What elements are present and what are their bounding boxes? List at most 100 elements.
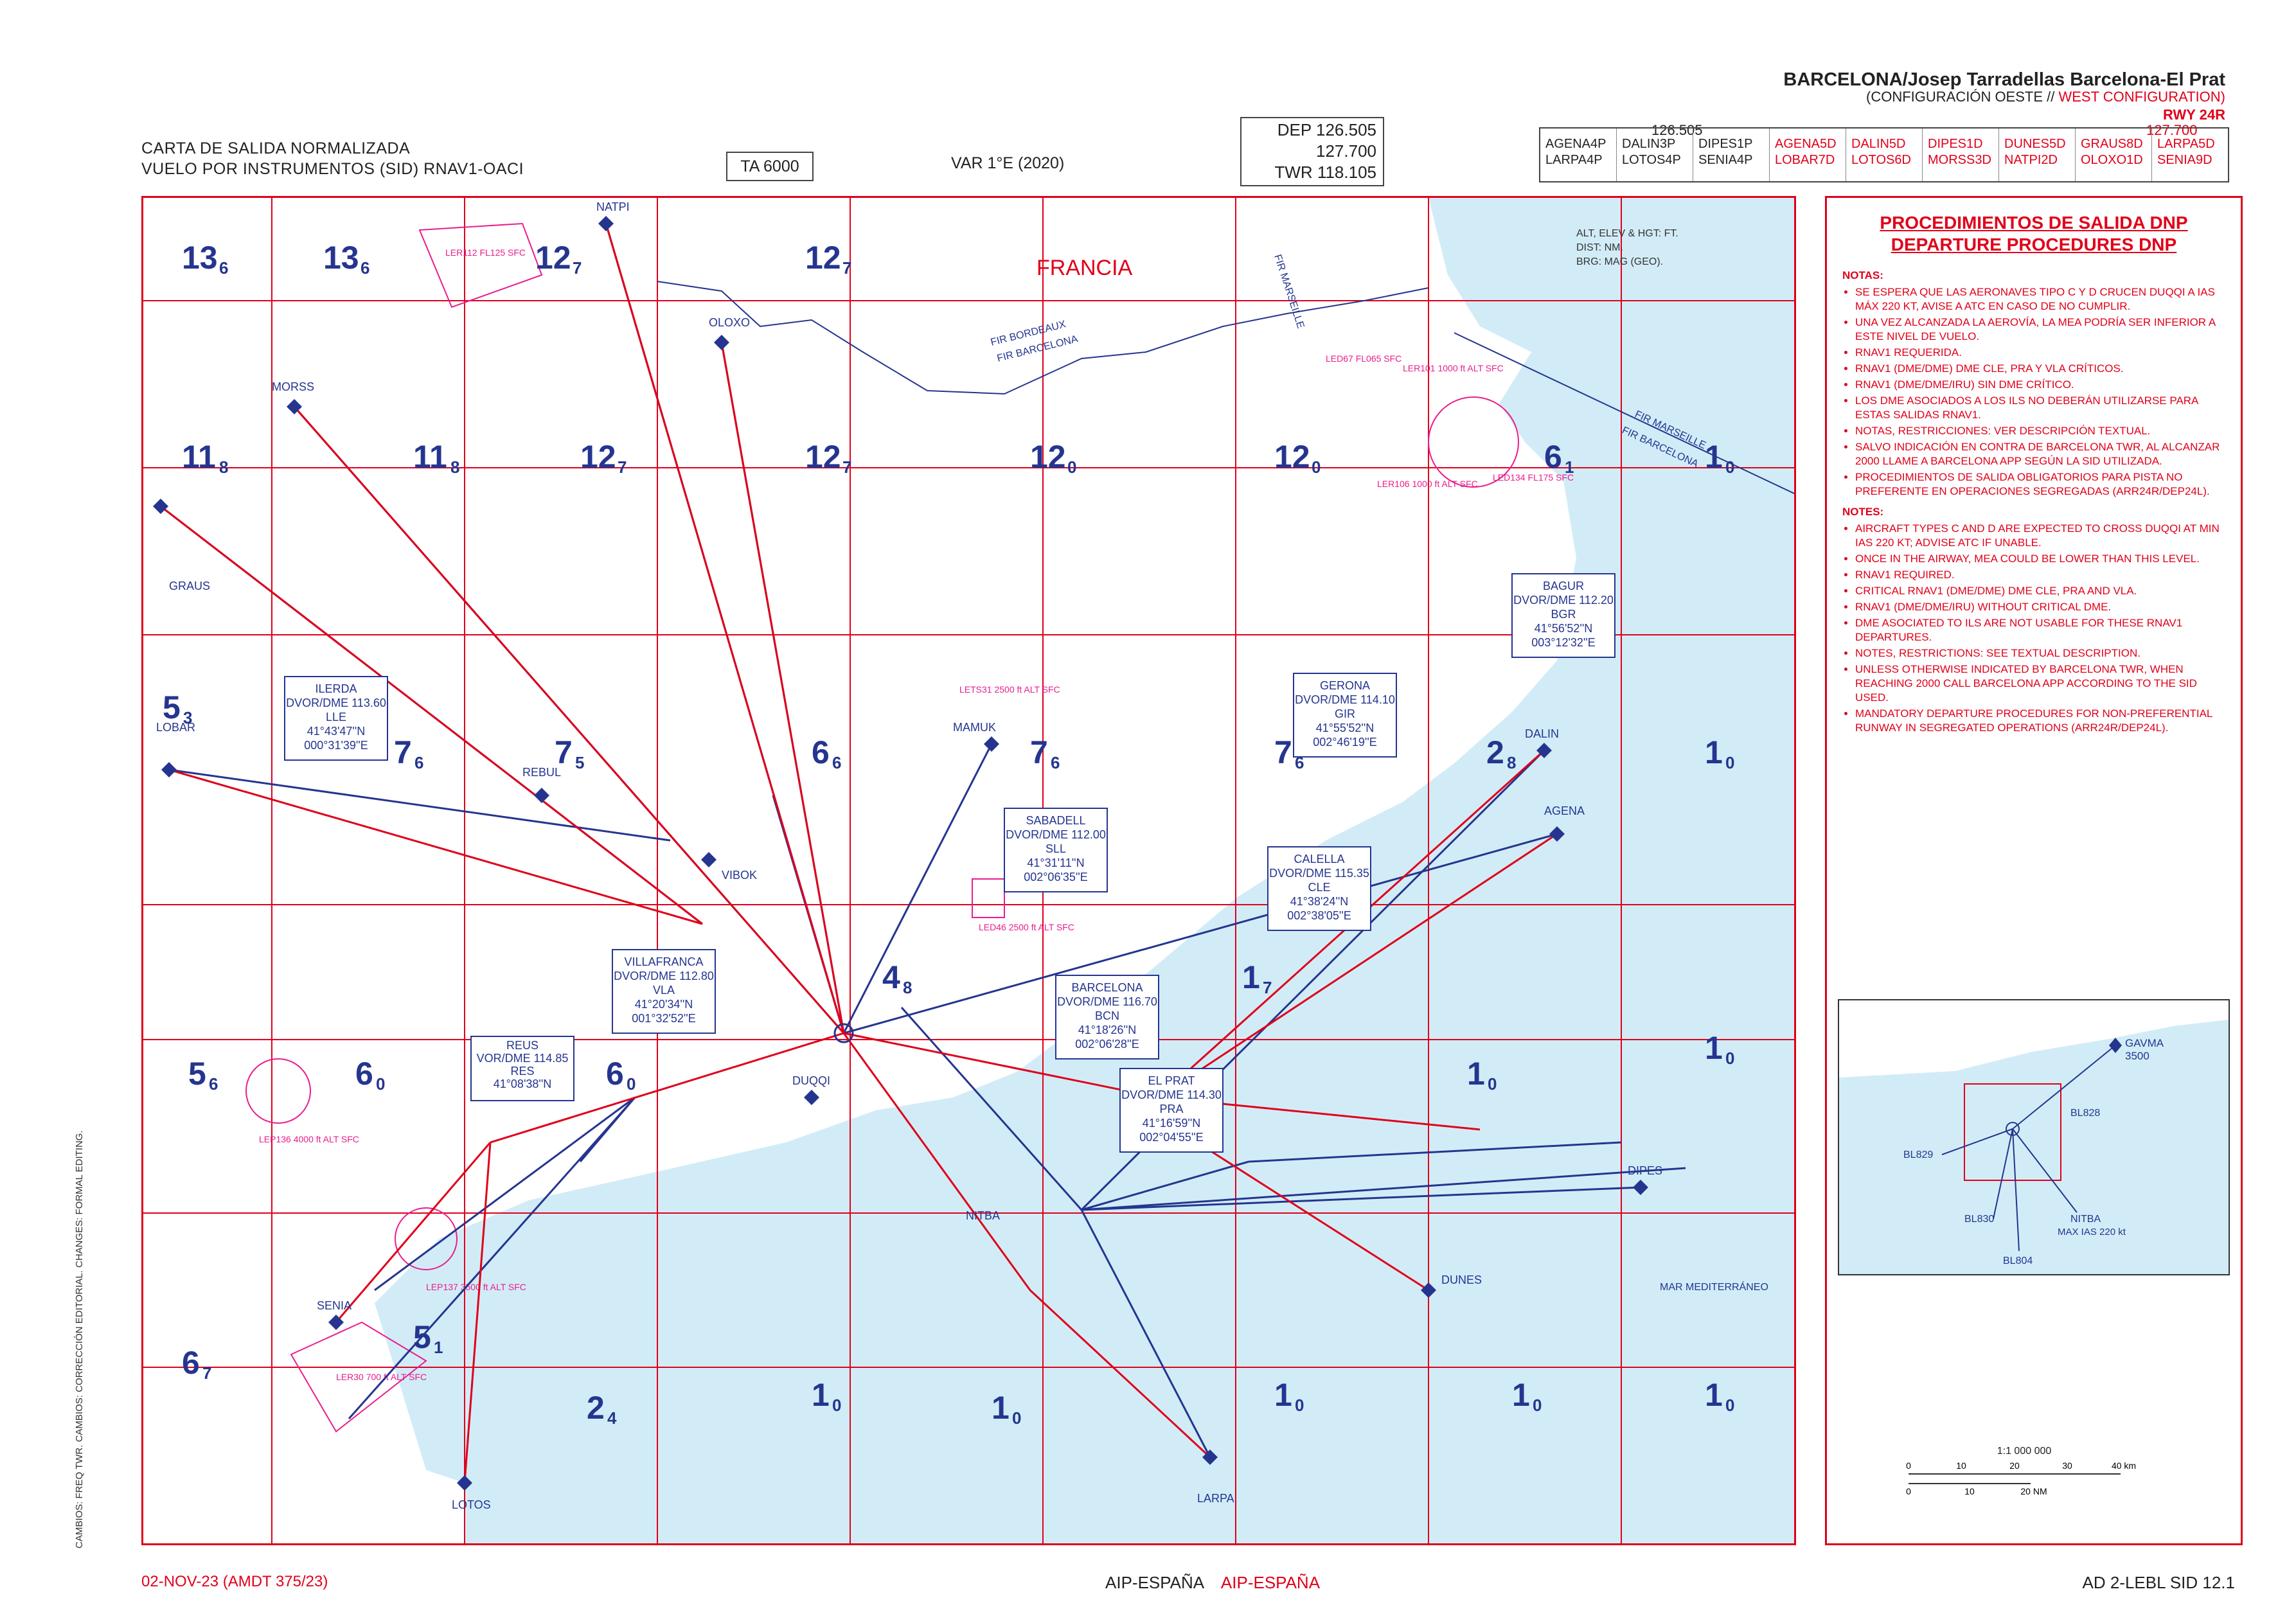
- inset-waypoint-icon: [2109, 1038, 2122, 1053]
- sid-cell: DIPES1D MORSS3D: [1923, 129, 1999, 181]
- waypoint-label: LARPA: [1197, 1492, 1234, 1505]
- navaid-name: EL PRAT: [1148, 1074, 1195, 1087]
- navaid-name: VILLAFRANCA: [624, 955, 703, 968]
- navaid-lon: 003°12'32''E: [1531, 636, 1596, 649]
- mora-value: 1: [812, 1377, 830, 1413]
- note-item: RNAV1 (DME/DME/IRU) SIN DME CRÍTICO.: [1855, 378, 2225, 392]
- navaid-lat: 41°56'52''N: [1535, 622, 1593, 635]
- waypoint-label: LOTOS: [452, 1498, 491, 1511]
- sid-name: DALIN5D: [1851, 137, 1906, 151]
- chart-line-2: VUELO POR INSTRUMENTOS (SID) RNAV1-OACI: [141, 160, 524, 178]
- airport-icon: [833, 1023, 854, 1043]
- note-item: ONCE IN THE AIRWAY, MEA COULD BE LOWER T…: [1855, 552, 2225, 566]
- navaid-name: BARCELONA: [1071, 981, 1143, 994]
- navaid-lat: 41°31'11''N: [1027, 856, 1084, 869]
- note-item: UNLESS OTHERWISE INDICATED BY BARCELONA …: [1855, 662, 2225, 705]
- sid-cell: DIPES1P SENIA4P: [1693, 129, 1770, 181]
- country-label: FRANCIA: [1037, 256, 1133, 280]
- scale-nm-tick: 10: [1964, 1486, 1975, 1496]
- sid-name: AGENA4P: [1545, 137, 1606, 151]
- navaid-type: DVOR/DME 116.70: [1057, 995, 1157, 1008]
- airspace-label: LER112 FL125 SFC: [445, 247, 526, 258]
- note-item: PROCEDIMIENTOS DE SALIDA OBLIGATORIOS PA…: [1855, 470, 2225, 499]
- mora-value: 1: [1512, 1377, 1530, 1413]
- sid-cell: DALIN3P LOTOS4P: [1617, 129, 1693, 181]
- sid-cell: DUNES5D NATPI2D: [1999, 129, 2076, 181]
- note-item: NOTAS, RESTRICCIONES: VER DESCRIPCIÓN TE…: [1855, 424, 2225, 438]
- sid-cell: DALIN5D LOTOS6D: [1846, 129, 1923, 181]
- mora-sub: 8: [219, 457, 228, 477]
- restricted-areas: [245, 222, 1519, 1433]
- navaid-name: CALELLA: [1294, 853, 1344, 865]
- note-item: LOS DME ASOCIADOS A LOS ILS NO DEBERÁN U…: [1855, 394, 2225, 422]
- navaid-lon: 000°31'39''E: [304, 739, 368, 752]
- mora-sub: 8: [1507, 753, 1516, 772]
- chart-line-1: CARTA DE SALIDA NORMALIZADA: [141, 139, 411, 157]
- mora-value: 1: [1467, 1056, 1485, 1092]
- departure-map: FRANCIA MAR MEDITERRÁNEO FIR BORDEAUX FI…: [143, 186, 1795, 1543]
- waypoint-icon: [1421, 1282, 1436, 1298]
- navaid-el-prat: EL PRAT DVOR/DME 114.30 PRA 41°16'59''N …: [1119, 1068, 1224, 1153]
- inset-point-label: BL804: [2003, 1255, 2033, 1266]
- mora-sub: 7: [842, 457, 851, 477]
- mora-sub: 7: [1263, 978, 1272, 997]
- navaid-reus: REUS VOR/DME 114.85 RES 41°08'38''N: [470, 1036, 574, 1101]
- scale-svg: 0 10 20 30 40 km 0 10 20 NM: [1906, 1460, 2136, 1496]
- navaid-lon: 001°32'52''E: [632, 1012, 696, 1025]
- page-reference: AD 2-LEBL SID 12.1: [2082, 1573, 2236, 1592]
- waypoint-label: VIBOK: [722, 869, 757, 882]
- mora-value: 6: [182, 1345, 200, 1381]
- scale-bar: 1:1 000 000 0 10 20 30 40 km 0 10 20 NM: [1902, 1446, 2146, 1503]
- mora-sub: 6: [1051, 753, 1060, 772]
- mora-sub: 1: [1565, 457, 1574, 477]
- mora-value: 7: [394, 734, 412, 770]
- note-item: RNAV1 (DME/DME/IRU) WITHOUT CRITICAL DME…: [1855, 600, 2225, 614]
- mora-value: 7: [555, 734, 573, 770]
- panel-title: PROCEDIMIENTOS DE SALIDA DNP DEPARTURE P…: [1827, 212, 2241, 256]
- inset-point-label: BL830: [1964, 1214, 1994, 1225]
- mora-sub: 0: [1012, 1408, 1021, 1428]
- navaid-bagur: BAGUR DVOR/DME 112.20 BGR 41°56'52''N 00…: [1511, 573, 1615, 658]
- mora-value: 12: [805, 240, 841, 276]
- sid-name: LOTOS4P: [1622, 153, 1681, 167]
- mora-value: 6: [606, 1056, 624, 1092]
- mora-sub: 0: [832, 1396, 841, 1415]
- mora-value: 1: [1705, 439, 1723, 475]
- waypoint-label: GRAUS: [169, 580, 210, 592]
- sid-name: DALIN3P: [1622, 137, 1676, 151]
- navaid-lat: 41°18'26''N: [1078, 1024, 1137, 1036]
- waypoint-label: SENIA: [317, 1299, 352, 1312]
- navaid-name: GERONA: [1320, 679, 1370, 692]
- airspace-label: LEP136 4000 ft ALT SFC: [259, 1134, 359, 1144]
- airspace-label: LER106 1000 ft ALT SFC: [1377, 479, 1478, 489]
- scale-km-tick: 10: [1956, 1461, 1966, 1471]
- sid-freq-127: 127.700: [2146, 122, 2198, 138]
- note-item: AIRCRAFT TYPES C AND D ARE EXPECTED TO C…: [1855, 522, 2225, 550]
- mora-value: 5: [413, 1319, 431, 1355]
- mora-sub: 6: [360, 258, 369, 278]
- waypoint-label: MAMUK: [953, 721, 996, 734]
- waypoint-label: REBUL: [522, 766, 561, 779]
- navaid-type: DVOR/DME 114.30: [1121, 1088, 1222, 1101]
- waypoint-icon: [804, 1090, 819, 1105]
- navaid-lat: 41°43'47''N: [307, 725, 366, 738]
- note-item: MANDATORY DEPARTURE PROCEDURES FOR NON-P…: [1855, 707, 2225, 735]
- publication-name-black: AIP-ESPAÑA: [1105, 1573, 1204, 1592]
- changes-note: CAMBIOS: FREQ TWR. CAMBIOS: CORRECCIÓN E…: [74, 1130, 85, 1548]
- mora-value: 7: [1274, 734, 1292, 770]
- navaid-villafranca: VILLAFRANCA DVOR/DME 112.80 VLA 41°20'34…: [612, 949, 716, 1034]
- waypoint-icon: [1549, 826, 1565, 842]
- sid-name: LARPA5D: [2157, 137, 2215, 151]
- waypoint-label: AGENA: [1544, 804, 1585, 817]
- sid-cell: AGENA4P LARPA4P: [1540, 129, 1617, 181]
- mora-sub: 7: [618, 457, 627, 477]
- navaid-id: BCN: [1095, 1009, 1119, 1022]
- navaid-type: DVOR/DME 115.35: [1269, 867, 1369, 880]
- sea-area: [375, 198, 1794, 1543]
- notes-es: NOTAS: SE ESPERA QUE LAS AERONAVES TIPO …: [1827, 256, 2241, 750]
- airspace-label: LED67 FL065 SFC: [1326, 353, 1402, 364]
- mora-sub: 0: [376, 1074, 385, 1094]
- navaid-type: DVOR/DME 112.20: [1513, 594, 1614, 607]
- mora-sub: 0: [1312, 457, 1321, 477]
- navaid-lat: 41°55'52''N: [1316, 722, 1375, 734]
